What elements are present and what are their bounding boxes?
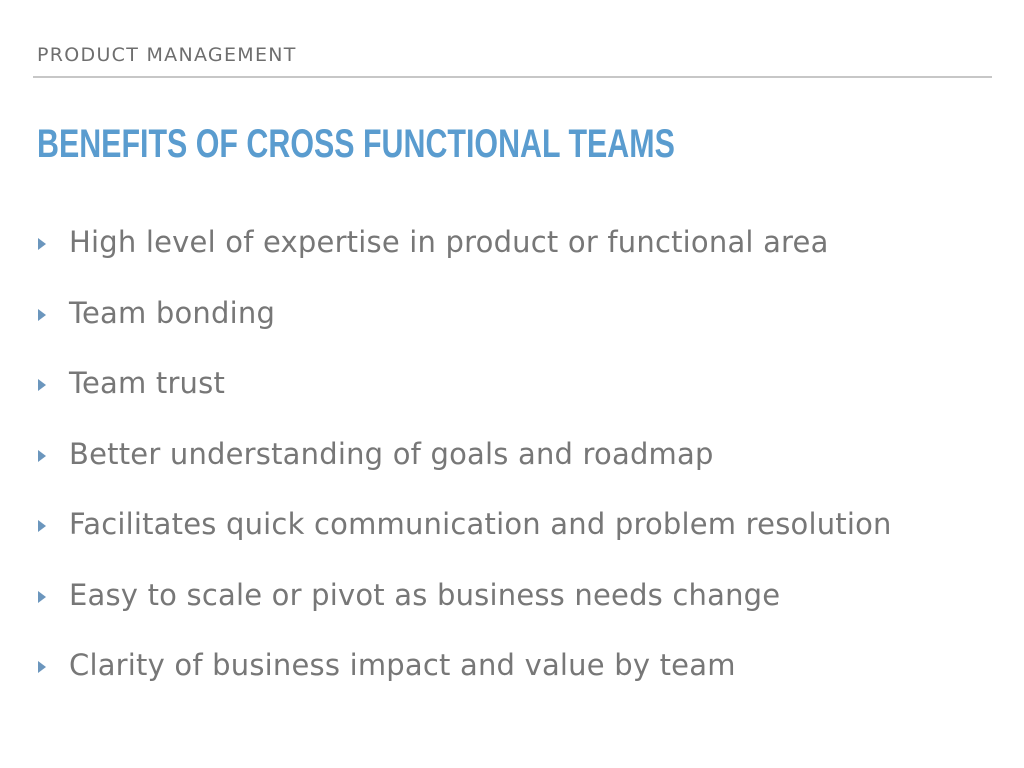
bullet-text: High level of expertise in product or fu… — [69, 225, 829, 259]
bullet-text: Clarity of business impact and value by … — [69, 648, 736, 682]
slide-title: BENEFITS OF CROSS FUNCTIONAL TEAMS — [37, 122, 675, 166]
triangle-right-icon — [38, 449, 46, 462]
triangle-right-icon — [38, 590, 46, 603]
section-label: PRODUCT MANAGEMENT — [37, 44, 297, 66]
triangle-right-icon — [38, 661, 46, 673]
bullet-text: Easy to scale or pivot as business needs… — [69, 577, 781, 612]
triangle-right-icon — [38, 520, 46, 532]
triangle-right-icon — [38, 308, 46, 321]
bullet-item: High level of expertise in product or fu… — [38, 219, 892, 265]
bullet-text: Facilitates quick communication and prob… — [69, 507, 892, 541]
triangle-right-icon — [38, 238, 46, 250]
bullet-text: Team bonding — [69, 295, 276, 330]
bullet-item: Clarity of business impact and value by … — [38, 642, 892, 688]
triangle-right-icon — [38, 379, 46, 391]
bullet-item: Facilitates quick communication and prob… — [38, 501, 892, 547]
header-divider — [33, 76, 992, 78]
bullet-list: High level of expertise in product or fu… — [38, 219, 892, 713]
bullet-text: Better understanding of goals and roadma… — [69, 436, 714, 471]
bullet-item: Team trust — [38, 360, 892, 406]
bullet-item: Easy to scale or pivot as business needs… — [38, 572, 892, 618]
bullet-text: Team trust — [69, 366, 226, 400]
bullet-item: Better understanding of goals and roadma… — [38, 431, 892, 477]
bullet-item: Team bonding — [38, 290, 892, 336]
